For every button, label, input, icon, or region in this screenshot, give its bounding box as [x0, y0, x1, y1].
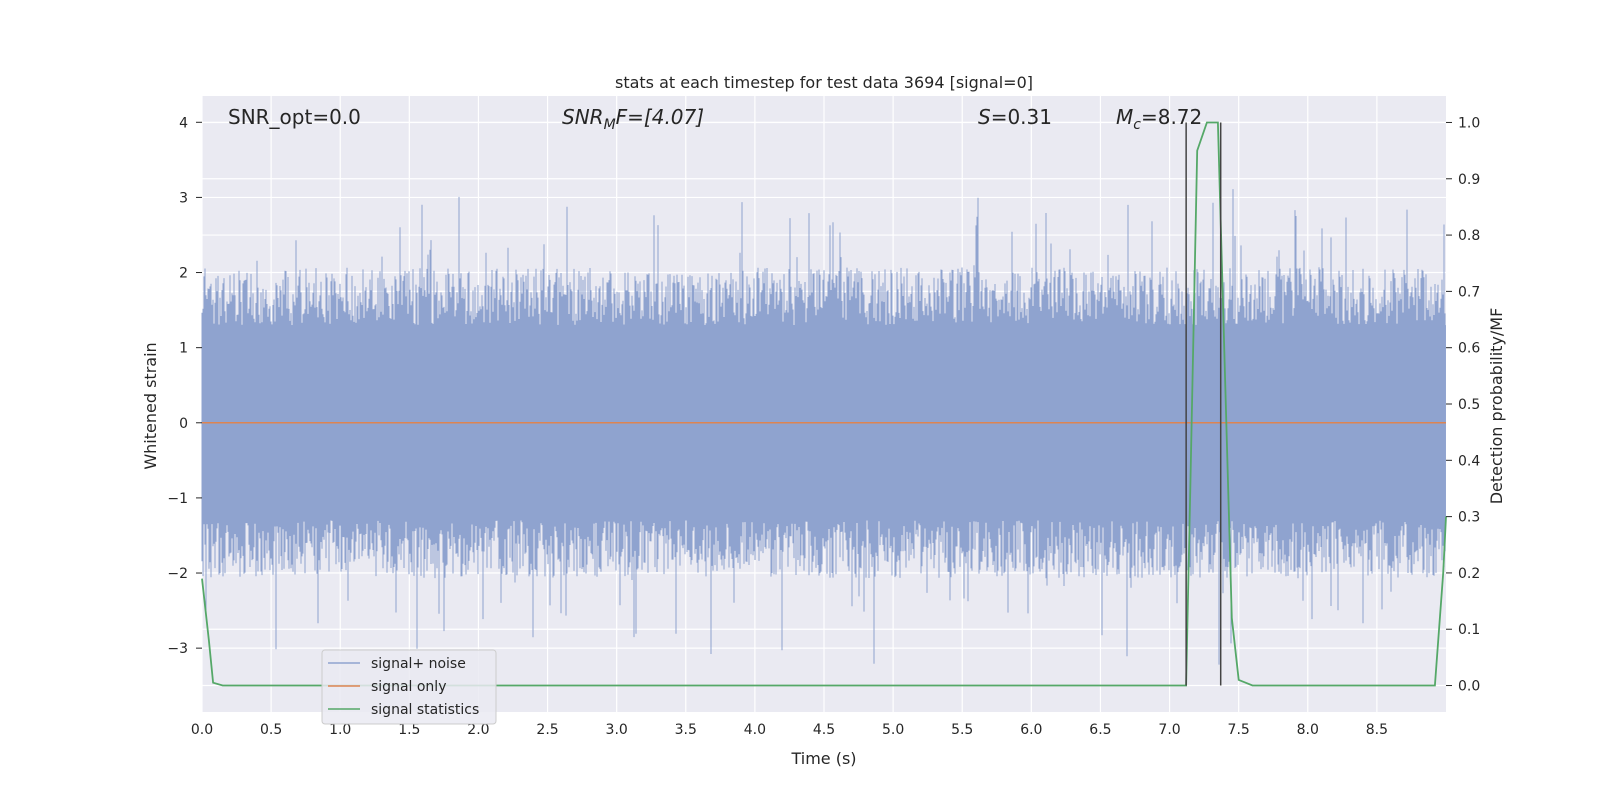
x-tick-label: 2.5	[536, 722, 558, 738]
noise-trace	[201, 189, 1446, 665]
y2-tick-label: 0.0	[1458, 679, 1480, 695]
x-tick-label: 3.0	[606, 722, 628, 738]
x-axis-label: Time (s)	[790, 749, 856, 768]
y-tick-label: 0	[179, 416, 188, 432]
y-tick-label: −2	[167, 566, 188, 582]
y2-tick-label: 0.3	[1458, 510, 1480, 526]
y2-tick-label: 0.5	[1458, 397, 1480, 413]
s-var: S	[978, 105, 991, 129]
annotation-snr-opt: SNR_opt=0.0	[228, 105, 361, 129]
mc-sub: c	[1133, 117, 1141, 133]
y2-tick-label: 0.4	[1458, 453, 1480, 469]
annotation-s: S=0.31	[978, 105, 1052, 129]
y2-tick-label: 1.0	[1458, 115, 1480, 131]
y-tick-label: 2	[179, 266, 188, 282]
x-tick-label: 5.0	[882, 722, 904, 738]
mc-rest: =8.72	[1141, 105, 1202, 129]
x-tick-label: 1.5	[398, 722, 420, 738]
snr-mf-rest: F=[4.07]	[616, 105, 704, 129]
x-tick-label: 0.0	[191, 722, 213, 738]
s-rest: =0.31	[991, 105, 1052, 129]
x-tick-label: 3.5	[675, 722, 697, 738]
vertical-markers	[1185, 122, 1222, 686]
series-lines	[201, 121, 1447, 687]
x-tick-label: 5.5	[951, 722, 973, 738]
y-tick-label: 3	[179, 190, 188, 206]
y-tick-label: −3	[167, 641, 188, 657]
annotation-mc: Mc=8.72	[1116, 105, 1202, 133]
legend-label-signal-noise: signal+ noise	[371, 656, 466, 672]
y2-axis-label: Detection probability/MF	[1487, 308, 1506, 505]
legend-box	[321, 649, 497, 725]
ticks: 0.0 0.5 1.0 1.5 2.0 2.5 3.0 3.5 4.0 4.5 5.0 5.5 6.0 6…	[167, 115, 1480, 738]
x-tick-label: 6.5	[1089, 722, 1111, 738]
x-tick-label: 1.0	[329, 722, 351, 738]
y2-tick-label: 0.8	[1458, 228, 1480, 244]
y-tick-label: 1	[179, 341, 188, 357]
x-tick-label: 0.5	[260, 722, 282, 738]
y2-tick-label: 0.6	[1458, 341, 1480, 357]
x-tick-label: 2.0	[467, 722, 489, 738]
x-tick-label: 6.0	[1020, 722, 1042, 738]
y2-tick-label: 0.2	[1458, 566, 1480, 582]
legend-label-signal-only: signal only	[371, 679, 446, 695]
chart-title: stats at each timestep for test data 369…	[615, 73, 1033, 92]
x-tick-label: 7.5	[1228, 722, 1250, 738]
y2-tick-label: 0.9	[1458, 172, 1480, 188]
mc-var: M	[1116, 105, 1133, 129]
y-tick-label: 4	[179, 115, 188, 131]
x-tick-label: 7.0	[1158, 722, 1180, 738]
series-signal-statistics	[201, 121, 1447, 687]
x-tick-label: 8.5	[1366, 722, 1388, 738]
y2-tick-label: 0.7	[1458, 284, 1480, 300]
legend-label-signal-statistics: signal statistics	[371, 702, 479, 718]
legend: signal+ noise signal only signal statist…	[321, 649, 497, 725]
snr-mf-sub: M	[604, 117, 616, 133]
y-tick-label: −1	[167, 491, 188, 507]
y-axis-label: Whitened strain	[141, 342, 160, 469]
x-tick-label: 4.5	[813, 722, 835, 738]
annotation-snr-mf: SNRMF=[4.07]	[562, 105, 704, 133]
x-tick-label: 8.0	[1297, 722, 1319, 738]
snr-mf-base: SNR	[562, 105, 604, 129]
x-tick-label: 4.0	[744, 722, 766, 738]
y2-tick-label: 0.1	[1458, 622, 1480, 638]
